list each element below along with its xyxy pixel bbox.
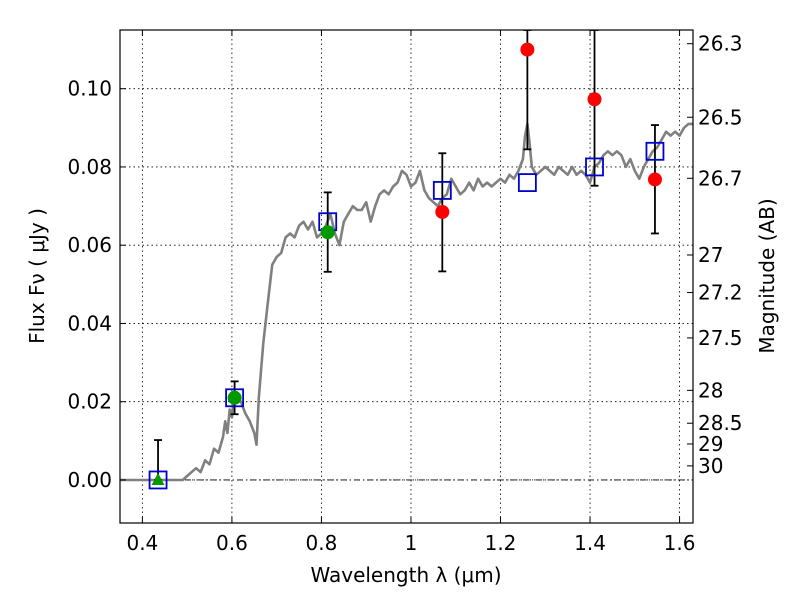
right-tick-label: 30: [698, 454, 723, 478]
x-tick-label: 0.6: [216, 531, 248, 555]
right-tick-label: 26.3: [698, 32, 743, 56]
plot-frame: [119, 29, 694, 524]
right-tick-label: 27: [698, 243, 723, 267]
right-tick-label: 29: [698, 432, 723, 456]
red-data-point: [587, 92, 602, 107]
y-tick-label: 0.02: [67, 390, 112, 414]
x-tick-label: 0.4: [126, 531, 158, 555]
y-tick-label: 0.00: [67, 468, 112, 492]
right-tick-label: 26.7: [698, 166, 743, 190]
red-data-point: [435, 204, 450, 219]
y-tick-label: 0.04: [67, 311, 112, 335]
model-square-marker: [517, 173, 537, 192]
x-tick-label: 1: [405, 531, 418, 555]
red-data-point: [647, 172, 662, 187]
plot-background: [120, 30, 693, 523]
x-tick-label: 0.8: [306, 531, 338, 555]
red-data-point: [520, 42, 535, 57]
green-triangle-marker: [151, 472, 165, 485]
x-tick-label: 1.2: [485, 531, 517, 555]
right-tick-label: 28: [698, 378, 723, 402]
y-tick-label: 0.10: [67, 77, 112, 101]
model-square-marker: [432, 181, 452, 200]
model-square-marker: [148, 470, 168, 490]
y-tick-label: 0.06: [67, 233, 112, 257]
green-data-point: [320, 225, 335, 240]
model-square-marker: [585, 157, 604, 177]
y-axis-title: Flux Fν ( μJy ): [25, 208, 49, 344]
model-sed-layer: [120, 122, 693, 482]
green-data-point: [227, 390, 242, 405]
y-tick-label: 0.08: [67, 155, 112, 179]
right-tick-label: 26.5: [698, 105, 743, 129]
x-axis-title: Wavelength λ (μm): [310, 563, 501, 587]
marker-layer: [148, 42, 665, 490]
x-tick-label: 1.6: [664, 531, 696, 555]
right-tick-label: 27.5: [698, 326, 743, 350]
model-square-marker: [225, 388, 245, 408]
axis-ticks: 0.4 0.6 0.8 1 1.2 1.4 1.6 0.00 0.02 0.04 0.06 0.08 0…: [67, 30, 743, 555]
right-axis-title: Magnitude (AB): [755, 198, 779, 353]
model-square-marker: [645, 141, 665, 161]
model-sed-line: [120, 122, 693, 482]
right-tick-label: 27.2: [698, 281, 743, 305]
x-tick-label: 1.4: [574, 531, 606, 555]
right-tick-label: 28.5: [698, 411, 743, 435]
